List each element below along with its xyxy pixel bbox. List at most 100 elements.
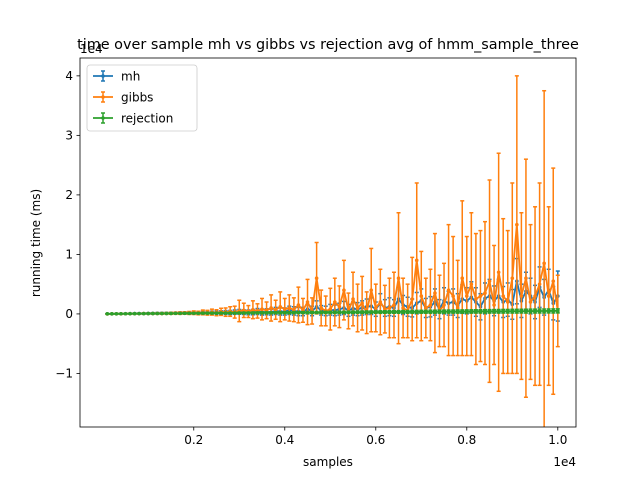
gibbs-point — [278, 304, 283, 309]
legend-box — [86, 64, 198, 132]
gibbs-point — [519, 294, 524, 298]
gibbs-point — [464, 294, 469, 298]
rejection-point — [169, 311, 173, 316]
rejection-point — [510, 309, 515, 313]
rejection-point — [392, 310, 396, 314]
rejection-point — [164, 311, 169, 316]
gibbs-point — [492, 303, 496, 307]
y-axis-label: running time (ms) — [29, 189, 43, 297]
rejection-point — [237, 311, 242, 315]
gibbs-point — [551, 279, 556, 283]
y-tick-label: 4 — [65, 69, 73, 83]
rejection-point — [487, 309, 492, 314]
legend-item-mh: mh — [93, 70, 140, 84]
rejection-point — [464, 309, 469, 314]
rejection-point — [228, 311, 232, 315]
rejection-point — [292, 310, 296, 315]
x-tick-label: 0.2 — [184, 433, 203, 447]
rejection-point — [132, 311, 137, 316]
gibbs-point — [410, 297, 414, 301]
gibbs-point — [373, 306, 378, 310]
gibbs-point — [282, 307, 287, 311]
gibbs-point — [251, 307, 255, 312]
x-axis-ticks: 0.2 0.4 0.6 0.8 1.0 — [184, 427, 567, 447]
x-tick-label: 0.6 — [366, 433, 385, 447]
gibbs-point — [524, 276, 528, 281]
rejection-point — [451, 309, 455, 314]
rejection-point — [305, 310, 310, 315]
rejection-point — [528, 309, 533, 313]
y-tick-label: 0 — [65, 307, 73, 321]
legend-marker — [101, 74, 105, 78]
gibbs-point — [501, 294, 505, 298]
gibbs-point — [305, 300, 310, 304]
gibbs-point — [314, 276, 319, 281]
rejection-point — [505, 309, 510, 314]
rejection-point — [369, 310, 374, 314]
rejection-point — [373, 310, 378, 314]
rejection-point — [196, 311, 201, 316]
rejection-point — [446, 309, 451, 314]
rejection-point — [437, 309, 442, 314]
gibbs-point — [369, 288, 374, 292]
gibbs-point — [378, 300, 383, 304]
rejection-point — [151, 311, 155, 316]
series-rejection — [105, 308, 560, 316]
legend-label: mh — [121, 70, 140, 84]
rejection-point — [141, 311, 146, 316]
rejection-point — [155, 311, 160, 316]
rejection-point — [251, 311, 255, 315]
rejection-point — [455, 309, 460, 314]
gibbs-point — [487, 279, 492, 283]
rejection-point — [269, 310, 273, 315]
legend-label: gibbs — [121, 91, 153, 105]
rejection-point — [546, 309, 551, 313]
rejection-point — [478, 309, 483, 314]
gibbs-point — [296, 303, 301, 307]
gibbs-point — [424, 306, 428, 310]
rejection-point — [333, 310, 337, 315]
rejection-point — [542, 309, 546, 313]
gibbs-point — [287, 306, 292, 310]
gibbs-point — [442, 303, 446, 307]
rejection-point — [483, 309, 487, 314]
gibbs-point — [414, 258, 419, 263]
rejection-line — [107, 309, 558, 315]
legend-label: rejection — [121, 112, 173, 126]
gibbs-point — [533, 294, 537, 298]
y-axis-ticks: −1 0 1 2 3 4 — [55, 69, 80, 380]
rejection-point — [501, 309, 505, 314]
rejection-point — [210, 311, 214, 315]
rejection-point — [401, 310, 405, 314]
rejection-point — [474, 309, 478, 314]
legend-item-gibbs: gibbs — [93, 91, 153, 105]
rejection-point — [419, 309, 424, 314]
rejection-point — [551, 309, 556, 313]
rejection-point — [214, 311, 219, 315]
legend: mh gibbs rejection — [86, 64, 198, 132]
legend-marker — [101, 95, 105, 99]
rejection-point — [387, 310, 392, 314]
gibbs-point — [455, 306, 460, 310]
rejection-point — [460, 309, 465, 314]
gibbs-point — [433, 291, 437, 295]
rejection-point — [428, 309, 433, 314]
rejection-point — [223, 311, 228, 315]
plot-frame — [79, 57, 577, 428]
chart-title: time over sample mh vs gibbs vs rejectio… — [77, 37, 579, 53]
x-offset-label: 1e4 — [553, 455, 576, 469]
rejection-point — [119, 311, 123, 316]
gibbs-point — [269, 306, 273, 310]
rejection-point — [114, 312, 119, 316]
rejection-point — [278, 310, 283, 315]
gibbs-point — [319, 306, 323, 310]
rejection-point — [555, 309, 560, 313]
legend-item-rejection: rejection — [93, 112, 173, 126]
gibbs-point — [333, 300, 337, 304]
rejection-point — [360, 310, 364, 314]
rejection-point — [314, 310, 319, 315]
gibbs-point — [242, 308, 246, 313]
rejection-point — [537, 309, 542, 313]
rejection-point — [405, 310, 410, 314]
gibbs-point — [342, 288, 346, 292]
